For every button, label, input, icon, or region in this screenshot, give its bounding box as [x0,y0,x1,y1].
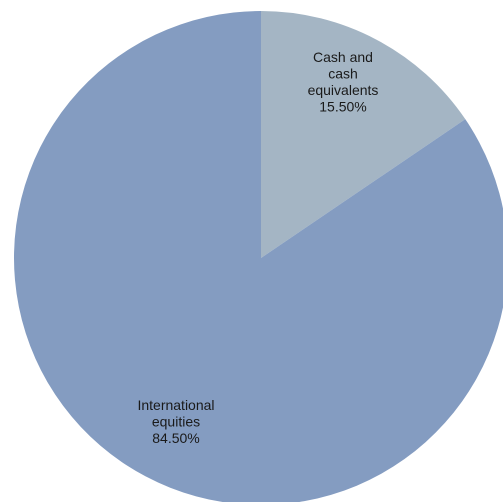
pie-slice-1 [14,11,503,502]
slice-value-label: 84.50% [152,430,199,446]
slice-label-0: Cash and cash equivalents 15.50% [308,49,379,115]
slice-category-label: Cash and [313,49,373,65]
slice-label-1: International equities 84.50% [137,397,214,446]
slice-category-label: International [137,397,214,413]
labels-layer: Cash and cash equivalents 15.50% Internation… [137,49,378,446]
slice-category-label: cash [328,66,358,82]
pie-slice-0 [261,11,466,258]
slices-layer [14,11,503,502]
slice-value-label: 15.50% [319,99,366,115]
slice-category-label: equivalents [308,82,379,98]
slice-category-label: equities [152,414,200,430]
